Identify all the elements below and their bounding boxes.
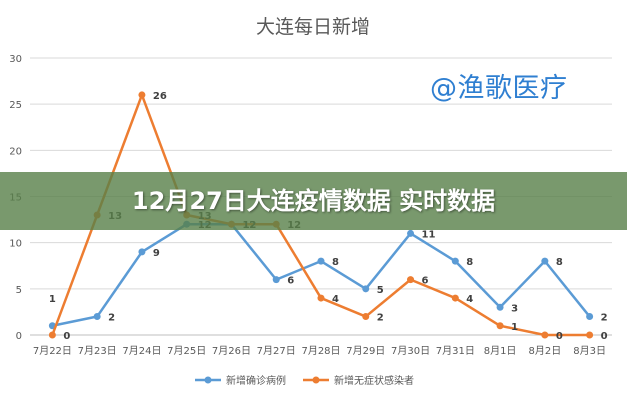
data-label: 9 — [153, 248, 160, 259]
data-point — [407, 229, 415, 237]
data-label: 26 — [153, 91, 167, 102]
y-tick-label: 10 — [9, 239, 22, 250]
data-label: 2 — [108, 313, 115, 324]
data-label: 11 — [422, 229, 436, 240]
data-point — [93, 313, 101, 321]
x-tick-label: 7月27日 — [257, 345, 296, 357]
data-point — [451, 257, 459, 265]
legend-label: 新增无症状感染者 — [334, 374, 414, 387]
x-tick-label: 8月3日 — [573, 345, 606, 357]
data-point — [138, 91, 146, 99]
data-label: 8 — [556, 257, 563, 268]
legend-marker — [312, 376, 320, 384]
x-tick-label: 8月1日 — [484, 345, 517, 357]
data-point — [407, 276, 415, 284]
series-line — [52, 222, 591, 327]
y-tick-label: 0 — [16, 331, 22, 342]
data-point — [541, 331, 549, 339]
legend: 新增确诊病例 新增无症状感染者 — [195, 374, 414, 387]
x-tick-label: 7月31日 — [436, 345, 475, 357]
data-point — [586, 331, 594, 339]
data-label: 1 — [511, 322, 518, 333]
chart-title: 大连每日新增 — [256, 16, 370, 38]
y-tick-label: 30 — [9, 54, 22, 65]
data-label: 2 — [601, 313, 608, 324]
data-point — [362, 313, 370, 321]
data-point — [317, 294, 325, 302]
data-point — [496, 303, 504, 311]
data-label: 4 — [466, 294, 473, 305]
y-tick-label: 25 — [9, 100, 22, 111]
series-1: 1291212685118382 — [48, 220, 608, 330]
y-tick-label: 20 — [9, 146, 22, 157]
data-label: 2 — [377, 313, 384, 324]
x-tick-label: 7月24日 — [122, 345, 161, 357]
data-label: 8 — [466, 257, 473, 268]
data-label: 6 — [287, 276, 294, 287]
data-label: 0 — [601, 331, 608, 342]
banner-title: 12月27日大连疫情数据 实时数据 — [131, 187, 496, 215]
data-label: 0 — [556, 331, 563, 342]
legend-label: 新增确诊病例 — [226, 374, 286, 387]
x-tick-label: 7月22日 — [33, 345, 72, 357]
banner-overlay — [0, 172, 627, 230]
data-label: 5 — [377, 285, 384, 296]
watermark: @渔歌医疗 — [430, 73, 568, 104]
x-tick-label: 7月29日 — [346, 345, 385, 357]
x-tick-label: 8月2日 — [528, 345, 561, 357]
data-label: 8 — [332, 257, 339, 268]
x-tick-label: 7月26日 — [212, 345, 251, 357]
data-point — [496, 322, 504, 330]
x-tick-label: 7月25日 — [167, 345, 206, 357]
data-label: 6 — [422, 276, 429, 287]
legend-marker — [204, 376, 212, 384]
data-point — [586, 313, 594, 321]
data-point — [272, 276, 280, 284]
y-tick-label: 5 — [16, 285, 22, 296]
data-label: 4 — [332, 294, 339, 305]
data-label: 3 — [511, 303, 518, 314]
data-label: 1 — [49, 294, 56, 305]
data-point — [362, 285, 370, 293]
x-axis: 7月22日 7月23日 7月24日 7月25日 7月26日 7月27日 7月28日 7月29日… — [33, 345, 606, 357]
data-point — [138, 248, 146, 256]
x-tick-label: 7月28日 — [301, 345, 340, 357]
x-tick-label: 7月23日 — [78, 345, 117, 357]
data-point — [541, 257, 549, 265]
data-point — [451, 294, 459, 302]
data-label: 0 — [63, 331, 70, 342]
x-tick-label: 7月30日 — [391, 345, 430, 357]
data-point — [317, 257, 325, 265]
data-point — [48, 331, 56, 339]
